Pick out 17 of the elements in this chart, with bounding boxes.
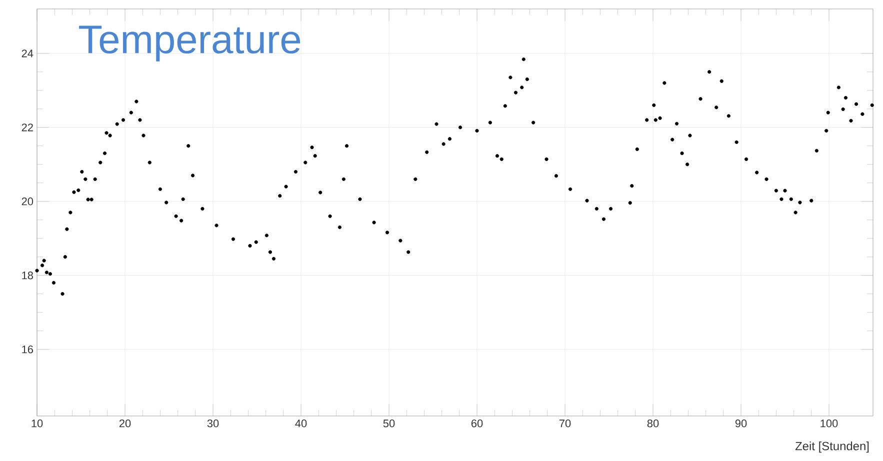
chart-title: Temperature bbox=[79, 26, 300, 62]
y-tick-label: 24 bbox=[22, 50, 34, 58]
x-tick-label: 90 bbox=[735, 420, 747, 428]
x-tick-label: 10 bbox=[32, 420, 43, 428]
x-tick-label: 100 bbox=[820, 420, 838, 428]
x-tick-label: 60 bbox=[471, 420, 483, 428]
y-tick-label: 18 bbox=[22, 272, 34, 280]
x-tick-label: 20 bbox=[119, 420, 131, 428]
x-tick-label: 70 bbox=[559, 420, 571, 428]
x-tick-label: 40 bbox=[295, 420, 307, 428]
x-tick-label: 50 bbox=[383, 420, 395, 428]
y-tick-label: 22 bbox=[22, 124, 33, 132]
x-tick-label: 30 bbox=[207, 420, 219, 428]
y-tick-label: 20 bbox=[22, 198, 34, 206]
y-tick-label: 16 bbox=[22, 346, 34, 354]
x-axis-title: Zeit [Stunden] bbox=[795, 442, 869, 453]
x-tick-label: 80 bbox=[647, 420, 659, 428]
